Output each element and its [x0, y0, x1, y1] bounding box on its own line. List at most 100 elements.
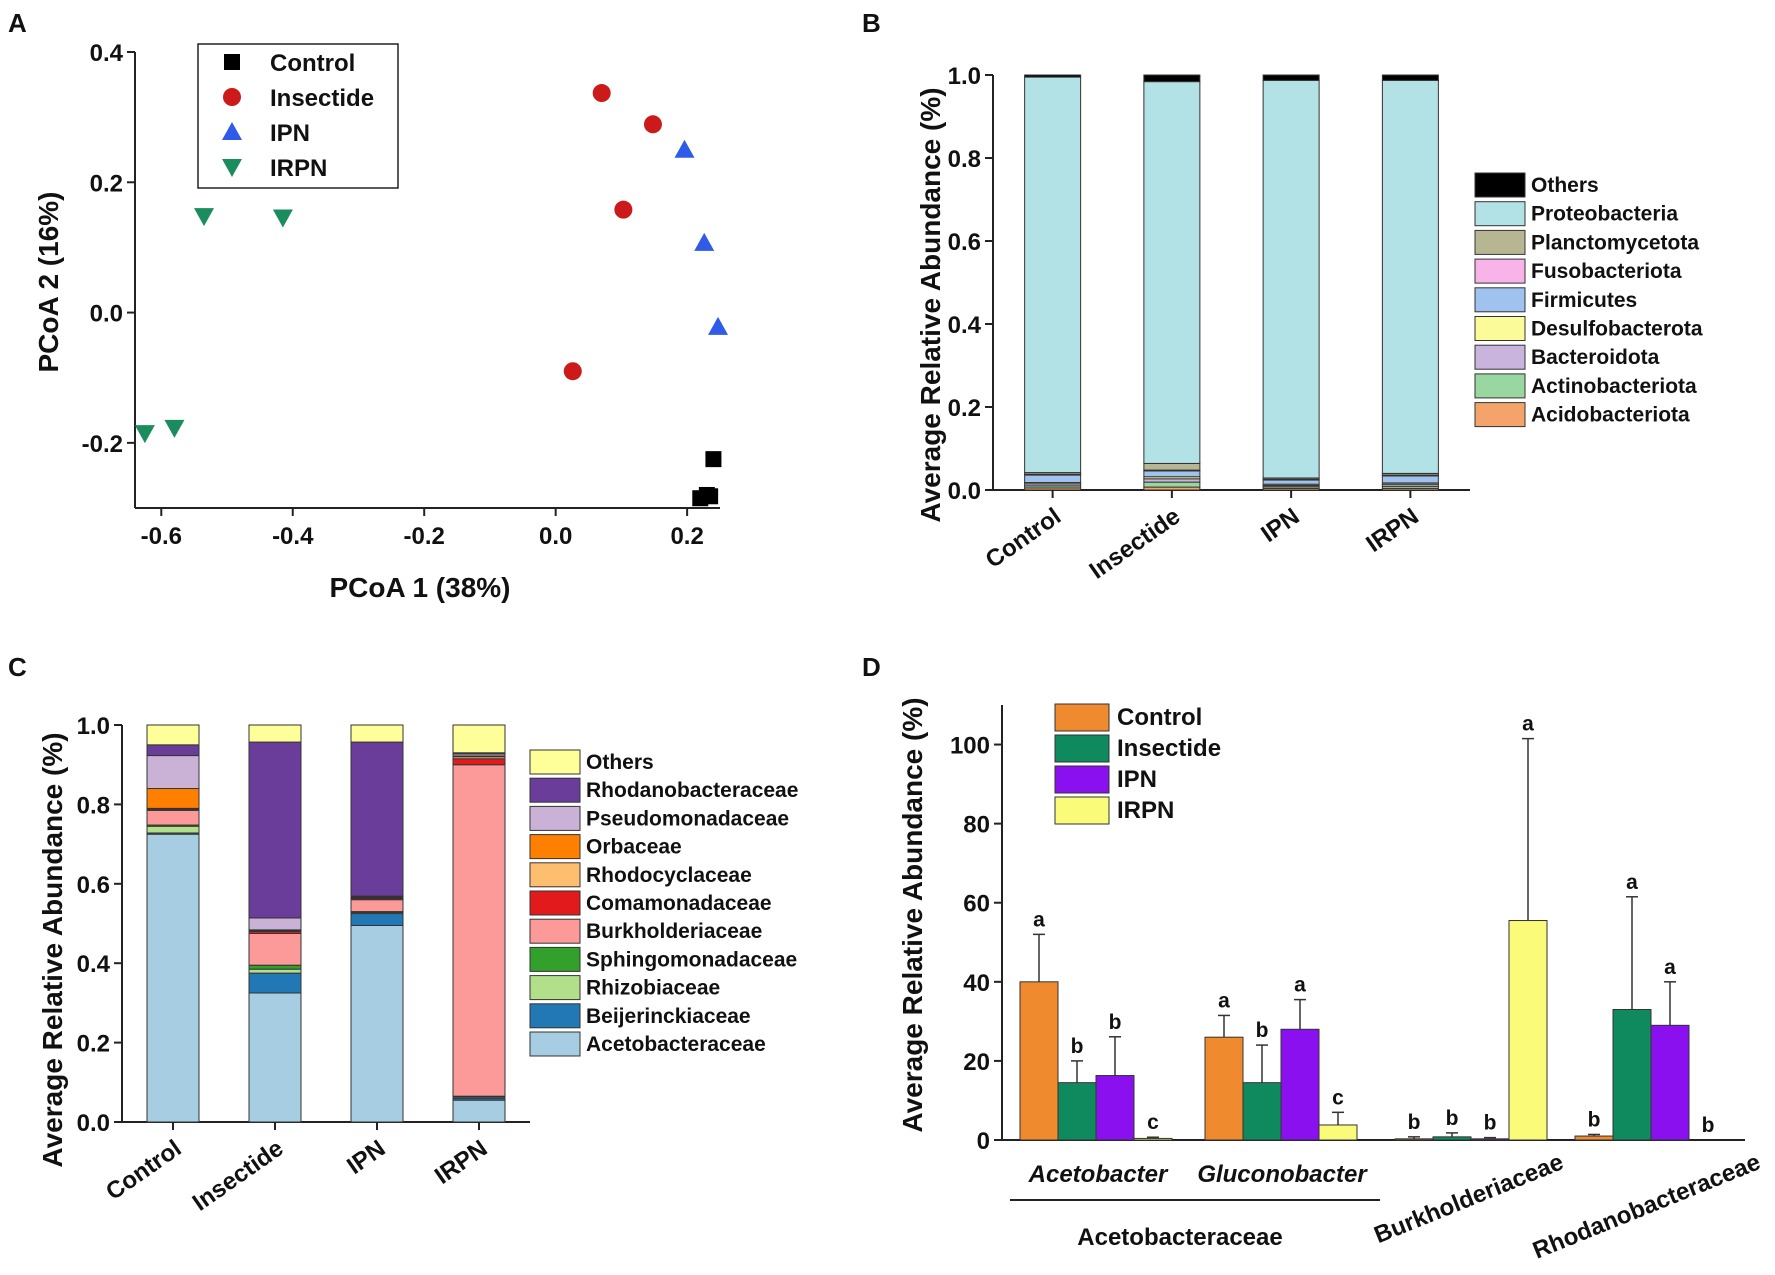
panel-d-significance-letter: b	[1109, 1011, 1122, 1034]
panel-d-x-tick-label: Burkholderiaceae	[1370, 1149, 1567, 1249]
panelB-bar-segment-proteobacteria	[1381, 79, 1439, 474]
panelC-y-tick-label: 0.0	[77, 1110, 110, 1137]
panel-d-legend-label-ipn: IPN	[1117, 766, 1157, 793]
panelB-legend-label-firmicutes: Firmicutes	[1531, 289, 1637, 312]
panel-d-significance-letter: b	[1588, 1108, 1601, 1131]
panelB-bar-segment-planctomycetota	[1143, 462, 1201, 471]
panel-d-y-tick-label: 60	[963, 891, 990, 918]
panel-d-significance-letter: a	[1522, 713, 1534, 736]
panelC-bar-segment-burkholderiaceae	[248, 932, 302, 966]
panel-a-legend-marker-control	[224, 54, 240, 70]
panel-a-point-insectide	[563, 362, 582, 381]
panel-a-point-insectide	[592, 84, 611, 103]
panel-d-significance-letter: b	[1071, 1035, 1084, 1058]
panel-a-x-axis-title: PCoA 1 (38%)	[329, 572, 510, 603]
panel-d-legend-swatch-irpn	[1054, 796, 1110, 825]
panel-a-y-axis-title: PCoA 2 (16%)	[33, 191, 64, 372]
panel-d-y-axis-title: Average Relative Abundance (%)	[897, 697, 928, 1132]
panelC-legend-label-sphingomonadaceae: Sphingomonadaceae	[586, 948, 797, 971]
panel-d-bar-control	[1394, 1138, 1434, 1141]
panelB-legend-label-others: Others	[1531, 174, 1599, 197]
panelB-y-tick-label: 0.2	[948, 395, 981, 422]
panelB-bar-segment-firmicutes	[1143, 470, 1201, 478]
panelC-bar-segment-rhodanobacteraceae	[350, 741, 404, 897]
panel-d-y-tick-label: 0	[977, 1128, 990, 1155]
panel-d-y-tick-label: 80	[963, 812, 990, 839]
panel-a-legend-marker-insectide	[223, 88, 241, 106]
panel-d-legend-label-irpn: IRPN	[1117, 797, 1174, 824]
panel-b-legend: Others Proteobacteria Planctomycetota Fusob…	[1474, 172, 1703, 428]
panelB-bar-segment-proteobacteria	[1024, 76, 1082, 474]
panelC-legend-label-rhodocyclaceae: Rhodocyclaceae	[586, 864, 752, 887]
panelB-bar-segment-firmicutes	[1381, 475, 1439, 484]
panel-d-significance-letter: b	[1702, 1114, 1715, 1137]
panelC-bar-segment-comamonadaceae	[452, 758, 506, 766]
panelC-bar-segment-burkholderiaceae	[452, 764, 506, 1097]
panelC-bar-segment-pseudomonadaceae	[146, 755, 200, 790]
panelC-bar-segment-sphingomonadaceae	[248, 964, 302, 970]
panelC-bar-segment-acetobacteraceae	[248, 992, 302, 1123]
panel-a-legend-label-ipn: IPN	[270, 120, 310, 147]
panelC-legend-label-orbaceae: Orbaceae	[586, 836, 682, 859]
panel-d-significance-letter: c	[1147, 1111, 1159, 1134]
panel-d-legend-swatch-ipn	[1054, 765, 1110, 794]
panel-b-stacked-bar: Average Relative Abundance (%) 0.0 0.2 0.4…	[915, 63, 1703, 585]
panel-d-significance-letter: a	[1033, 908, 1045, 931]
panelB-y-tick-label: 0.4	[948, 312, 982, 339]
panel-d-legend-label-control: Control	[1117, 704, 1202, 731]
panelC-x-tick-label: IPN	[342, 1135, 390, 1180]
panel-a-x-tick-label: 0.0	[539, 523, 572, 550]
panel-d-significance-letter: a	[1294, 974, 1306, 997]
panelB-bar-segment-others	[1143, 74, 1201, 83]
panel-d-bar-insectide	[1432, 1136, 1472, 1141]
panelC-bar-segment-beijerinckiaceae	[248, 972, 302, 994]
panel-d-y-tick-label: 40	[963, 970, 990, 997]
panel-a-legend-marker-irpn	[222, 159, 242, 177]
panel-a-y-tick-label: -0.2	[82, 431, 123, 458]
panelC-legend-swatch-rhizobiaceae	[529, 975, 581, 1001]
panel-d-grouped-bar: Average Relative Abundance (%) 0 20 40 60 80…	[897, 697, 1764, 1264]
panelC-legend-swatch-rhodanobacteraceae	[529, 777, 581, 803]
panel-a-x-tick-label: -0.6	[141, 523, 182, 550]
panelC-bar-segment-others	[248, 724, 302, 743]
panel-d-significance-letter: c	[1332, 1086, 1344, 1109]
panelB-x-tick-label: IPN	[1256, 503, 1304, 548]
panel-c-stacked-bar: Average Relative Abundance (%) 0.0 0.2 0.4…	[37, 713, 798, 1217]
panel-d-significance-letter: b	[1408, 1111, 1421, 1134]
panel-d-x-tick-label: Rhodanobacteraceae	[1529, 1149, 1764, 1265]
panelB-legend-swatch-firmicutes	[1474, 287, 1526, 313]
panel-d-bar-irpn	[1318, 1124, 1358, 1141]
panel-a-legend-marker-ipn	[222, 122, 242, 140]
panel-a-legend-label-irpn: IRPN	[270, 155, 327, 182]
panel-a-legend: Control Insectide IPN IRPN	[197, 43, 399, 189]
panelB-bar-segment-firmicutes	[1262, 479, 1320, 485]
panel-d-bar-insectide	[1242, 1082, 1282, 1141]
panel-d-legend-swatch-control	[1054, 703, 1110, 732]
panel-letter-b: B	[862, 8, 881, 38]
panelB-legend-swatch-planctomycetota	[1474, 229, 1526, 255]
panelC-x-tick-label: Insectide	[188, 1135, 289, 1217]
panelB-legend-swatch-fusobacteriota	[1474, 258, 1526, 284]
panelC-bar-segment-orbaceae	[146, 788, 200, 809]
panelB-legend-label-acidobacteriota: Acidobacteriota	[1531, 404, 1690, 427]
panel-d-bar-irpn	[1133, 1137, 1173, 1141]
panel-d-bar-insectide	[1057, 1082, 1097, 1141]
panelB-legend-label-proteobacteria: Proteobacteria	[1531, 203, 1678, 226]
panelB-legend-label-desulfobacterota: Desulfobacterota	[1531, 318, 1703, 341]
panel-a-x-tick-label: -0.4	[272, 523, 314, 550]
panelC-bar-segment-burkholderiaceae	[146, 809, 200, 826]
panelC-legend-label-comamonadaceae: Comamonadaceae	[586, 892, 772, 915]
panel-d-significance-letter: a	[1664, 956, 1676, 979]
panelB-legend-label-actinobacteriota: Actinobacteriota	[1531, 375, 1697, 398]
panelB-legend-swatch-proteobacteria	[1474, 201, 1526, 227]
panel-d-bar-irpn	[1508, 920, 1548, 1141]
panel-d-bar-ipn	[1095, 1075, 1135, 1141]
panel-a-point-ipn	[708, 316, 729, 335]
panelC-y-tick-label: 0.8	[77, 792, 110, 819]
panelC-legend-swatch-sphingomonadaceae	[529, 946, 581, 972]
panel-d-bar-ipn	[1280, 1028, 1320, 1141]
panel-a-scatter: PCoA 1 (38%) PCoA 2 (16%) -0.6 -0.4 -0.2 0.…	[33, 40, 729, 603]
panel-d-y-tick-label: 20	[963, 1049, 990, 1076]
panelC-bar-segment-others	[452, 724, 506, 754]
panelC-legend-swatch-beijerinckiaceae	[529, 1003, 581, 1029]
